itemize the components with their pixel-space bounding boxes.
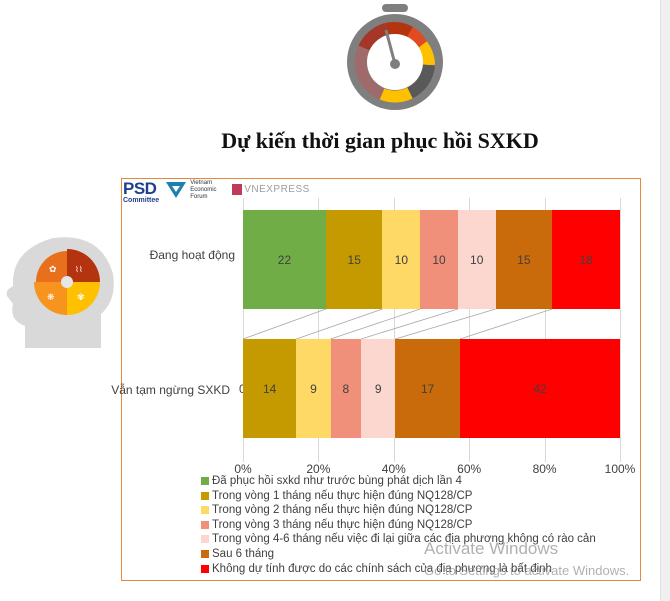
data-label: 8: [342, 381, 350, 396]
data-label: 9: [374, 381, 382, 396]
bar-segment: 14: [243, 339, 297, 438]
bar-segment: 9: [361, 339, 396, 438]
data-label: 10: [470, 252, 484, 267]
legend-item: Trong vòng 4-6 tháng nếu việc đi lại giữ…: [201, 533, 596, 545]
legend-swatch-icon: [201, 550, 209, 558]
bar-segment: 10: [382, 210, 421, 309]
bar-segment: 10: [457, 210, 496, 309]
data-label: 10: [432, 252, 446, 267]
gridline: [620, 198, 621, 462]
svg-text:❋: ❋: [47, 292, 55, 302]
data-label: 10: [394, 252, 408, 267]
legend-swatch-icon: [201, 477, 209, 485]
legend-swatch-icon: [201, 506, 209, 515]
data-label: 0: [239, 382, 246, 396]
bar-segment: 15: [325, 210, 383, 309]
gridline: [469, 198, 471, 462]
vnexpress-logo: VNEXPRESS: [232, 184, 310, 195]
gridline: [243, 198, 244, 462]
x-tick-label: 20%: [306, 462, 331, 476]
x-tick-label: 60%: [457, 462, 482, 476]
legend-label: Trong vòng 3 tháng nếu thực hiện đúng NQ…: [212, 518, 473, 531]
head-gear-illustration: ✿ ⌇⌇ ❋ ✾: [5, 230, 120, 348]
legend-item: Không dự tính được do các chính sách của…: [201, 563, 552, 575]
svg-text:✿: ✿: [49, 264, 57, 274]
bar-segment: 18: [552, 210, 620, 309]
category-label: Đang hoạt động: [149, 247, 235, 262]
activate-windows-subtext: Go to Settings to activate Windows.: [424, 563, 630, 578]
gridline: [393, 198, 395, 462]
legend-item: Đã phục hồi sxkd như trước bùng phát dịc…: [201, 475, 462, 487]
bar-segment: 17: [395, 339, 461, 438]
bar-segment: 22: [243, 210, 326, 309]
legend-label: Không dự tính được do các chính sách của…: [212, 562, 552, 575]
stopwatch-gauge-icon: [340, 2, 450, 112]
page-title: Dự kiến thời gian phục hồi SXKD: [221, 128, 539, 153]
vef-logo-icon: [165, 181, 187, 204]
legend-swatch-icon: [201, 491, 209, 500]
chart-frame: [121, 178, 641, 581]
legend-label: Trong vòng 2 tháng nếu thực hiện đúng NQ…: [212, 504, 473, 517]
gridline: [544, 198, 546, 462]
svg-text:✾: ✾: [77, 292, 85, 302]
legend-item: Trong vòng 2 tháng nếu thực hiện đúng NQ…: [201, 504, 472, 516]
bar-segment: 15: [495, 210, 553, 309]
bar-segment: 8: [330, 339, 362, 438]
data-label: 15: [347, 252, 361, 267]
legend-label: Trong vòng 4-6 tháng nếu việc đi lại giữ…: [212, 533, 596, 546]
category-label: Vẫn tạm ngừng SXKD: [111, 382, 230, 397]
legend-item: Trong vòng 1 tháng nếu thực hiện đúng NQ…: [201, 490, 472, 502]
data-label: 9: [310, 381, 317, 396]
scrollbar[interactable]: [660, 0, 670, 601]
data-label: 17: [421, 381, 435, 396]
legend-item: Sau 6 tháng: [201, 548, 274, 560]
bar-segment: 9: [296, 339, 331, 438]
legend-swatch-icon: [201, 535, 209, 544]
x-tick-label: 80%: [532, 462, 557, 476]
x-tick-label: 0%: [234, 462, 252, 476]
data-label: 42: [533, 381, 547, 396]
vef-logo-text: Vietnam Economic Forum: [190, 180, 217, 201]
legend-label: Sau 6 tháng: [212, 548, 275, 560]
data-label: 22: [277, 252, 292, 267]
data-label: 15: [517, 252, 531, 267]
x-tick-label: 100%: [604, 462, 636, 476]
legend-label: Trong vòng 1 tháng nếu thực hiện đúng NQ…: [212, 489, 473, 502]
legend-swatch-icon: [201, 520, 209, 529]
x-tick-label: 40%: [381, 462, 406, 476]
sponsor-logos: PSD Committee Vietnam Economic Forum VNE…: [123, 180, 310, 204]
psd-logo: PSD Committee: [123, 179, 160, 204]
bar-segment: 10: [420, 210, 458, 309]
bar-segment: 42: [460, 339, 620, 438]
svg-text:⌇⌇: ⌇⌇: [75, 265, 83, 274]
legend-item: Trong vòng 3 tháng nếu thực hiện đúng NQ…: [201, 519, 472, 531]
legend-label: Đã phục hồi sxkd như trước bùng phát dịc…: [212, 475, 462, 487]
activate-windows-watermark: Activate Windows: [424, 539, 559, 558]
data-label: 14: [262, 381, 277, 396]
gridline: [318, 198, 320, 462]
data-label: 18: [579, 252, 593, 267]
legend-swatch-icon: [201, 564, 209, 573]
